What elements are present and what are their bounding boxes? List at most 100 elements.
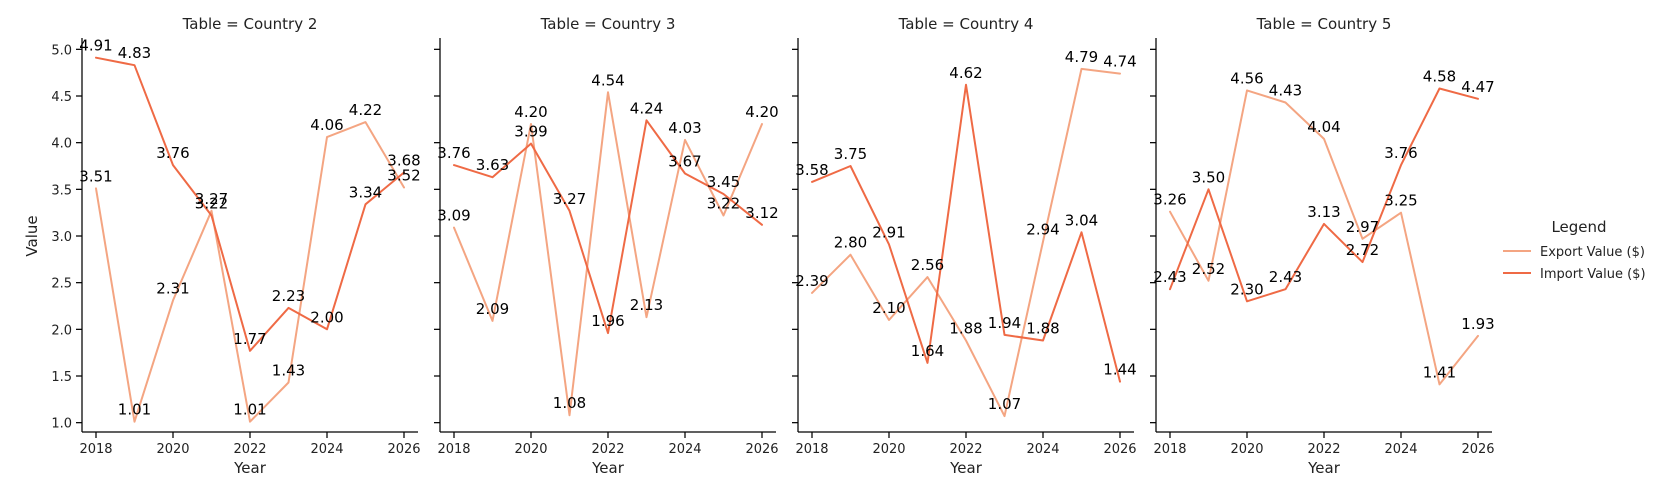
data-label: 4.54 xyxy=(591,71,624,89)
series-line-import-country-5 xyxy=(1169,87,1479,303)
data-label: 1.07 xyxy=(988,395,1021,413)
data-label: 3.52 xyxy=(387,166,420,184)
panel-title-2: Table = Country 3 xyxy=(540,15,676,33)
x-tick-label: 2026 xyxy=(1103,442,1136,457)
data-label: 2.72 xyxy=(1346,241,1379,259)
data-label: 1.88 xyxy=(949,320,982,338)
data-label: 1.01 xyxy=(233,401,266,419)
data-label: 1.08 xyxy=(553,394,586,412)
series-line-export-country-5 xyxy=(1169,89,1479,386)
x-tick-label: 2018 xyxy=(437,442,470,457)
y-tick-label: 1.5 xyxy=(51,370,72,385)
data-label: 3.67 xyxy=(668,152,701,170)
data-label: 3.68 xyxy=(387,152,420,170)
data-label: 1.41 xyxy=(1423,363,1456,381)
x-tick-label: 2026 xyxy=(387,442,420,457)
data-label: 4.22 xyxy=(349,101,382,119)
data-label: 1.93 xyxy=(1461,315,1494,333)
data-label: 3.34 xyxy=(349,183,382,201)
x-axis-label-2: Year xyxy=(591,459,625,477)
data-label: 3.76 xyxy=(156,144,189,162)
panel-title-3: Table = Country 4 xyxy=(898,15,1034,33)
data-label: 2.97 xyxy=(1346,218,1379,236)
y-tick-label: 2.5 xyxy=(51,277,72,292)
x-tick-label: 2018 xyxy=(1153,442,1186,457)
x-tick-label: 2026 xyxy=(1461,442,1494,457)
x-tick-label: 2022 xyxy=(949,442,982,457)
data-label: 3.63 xyxy=(476,156,509,174)
data-label: 1.43 xyxy=(272,362,305,380)
data-label: 4.20 xyxy=(514,103,547,121)
data-label: 4.06 xyxy=(310,116,343,134)
data-label: 4.43 xyxy=(1269,82,1302,100)
legend-label-import: Import Value ($) xyxy=(1540,267,1646,282)
y-tick-label: 5.0 xyxy=(51,43,72,58)
data-label: 2.52 xyxy=(1192,260,1225,278)
data-label: 2.10 xyxy=(872,299,905,317)
data-label: 3.26 xyxy=(1153,191,1186,209)
data-label: 4.91 xyxy=(79,37,112,55)
data-label: 3.22 xyxy=(707,194,740,212)
data-label: 3.58 xyxy=(795,161,828,179)
data-label: 3.75 xyxy=(834,145,867,163)
data-label: 4.58 xyxy=(1423,68,1456,86)
data-label: 1.77 xyxy=(233,330,266,348)
data-label: 3.76 xyxy=(1384,144,1417,162)
data-label: 3.27 xyxy=(553,190,586,208)
data-label: 4.03 xyxy=(668,119,701,137)
data-label: 1.64 xyxy=(911,342,944,360)
x-tick-label: 2022 xyxy=(1307,442,1340,457)
data-label: 3.25 xyxy=(1384,192,1417,210)
x-tick-label: 2024 xyxy=(310,442,343,457)
data-label: 3.04 xyxy=(1065,211,1098,229)
data-label: 4.74 xyxy=(1103,53,1136,71)
data-label: 2.39 xyxy=(795,272,828,290)
legend-label-export: Export Value ($) xyxy=(1540,245,1645,260)
series-line-import-country-2 xyxy=(95,56,405,352)
x-tick-label: 2020 xyxy=(872,442,905,457)
data-label: 1.96 xyxy=(591,312,624,330)
y-tick-label: 4.5 xyxy=(51,90,72,105)
data-label: 2.30 xyxy=(1230,280,1263,298)
x-axis-label-4: Year xyxy=(1307,459,1341,477)
x-tick-label: 2024 xyxy=(668,442,701,457)
data-label: 4.20 xyxy=(745,103,778,121)
data-label: 1.88 xyxy=(1026,320,1059,338)
x-tick-label: 2018 xyxy=(795,442,828,457)
data-label: 3.13 xyxy=(1307,203,1340,221)
data-label: 3.22 xyxy=(195,194,228,212)
x-axis-label-3: Year xyxy=(949,459,983,477)
data-label: 4.83 xyxy=(118,44,151,62)
data-label: 3.09 xyxy=(437,207,470,225)
series-line-import-country-4 xyxy=(811,83,1121,383)
data-label: 2.43 xyxy=(1153,268,1186,286)
data-label: 3.45 xyxy=(707,173,740,191)
data-label: 2.13 xyxy=(630,296,663,314)
data-label: 3.51 xyxy=(79,167,112,185)
y-tick-label: 3.0 xyxy=(51,230,72,245)
x-tick-label: 2022 xyxy=(233,442,266,457)
data-label: 2.09 xyxy=(476,300,509,318)
data-label: 3.27 xyxy=(195,190,228,208)
x-tick-label: 2020 xyxy=(514,442,547,457)
x-tick-label: 2024 xyxy=(1384,442,1417,457)
data-label: 2.23 xyxy=(272,287,305,305)
data-label: 4.62 xyxy=(949,64,982,82)
y-tick-label: 2.0 xyxy=(51,323,72,338)
data-label: 4.56 xyxy=(1230,69,1263,87)
y-axis-label: Value xyxy=(23,215,41,256)
data-label: 4.79 xyxy=(1065,48,1098,66)
x-tick-label: 2018 xyxy=(79,442,112,457)
x-tick-label: 2022 xyxy=(591,442,624,457)
data-label: 2.80 xyxy=(834,234,867,252)
data-label: 2.31 xyxy=(156,279,189,297)
data-label: 2.00 xyxy=(310,308,343,326)
data-label: 3.50 xyxy=(1192,168,1225,186)
x-tick-label: 2020 xyxy=(1230,442,1263,457)
data-label: 4.24 xyxy=(630,99,663,117)
data-label: 4.04 xyxy=(1307,118,1340,136)
data-label: 4.47 xyxy=(1461,78,1494,96)
series-line-import-country-3 xyxy=(453,119,763,335)
series-line-export-country-2 xyxy=(95,121,405,423)
